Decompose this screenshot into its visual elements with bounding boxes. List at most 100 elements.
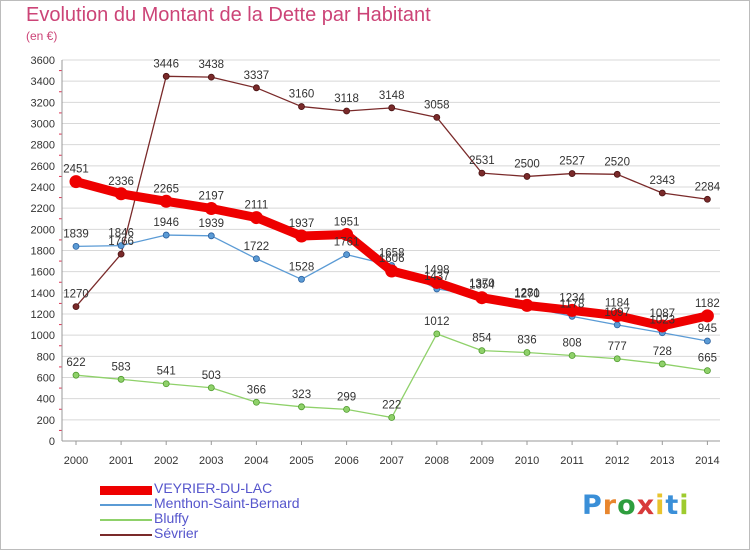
logo-letter: i [655,490,666,521]
data-label: 1012 [424,316,450,328]
data-point [72,303,80,310]
data-label: 1722 [244,241,270,253]
data-label: 1951 [334,217,360,229]
data-point [252,255,260,263]
data-label: 1937 [289,218,315,230]
data-label: 3058 [424,99,450,111]
data-point [433,330,441,338]
data-point [523,349,531,356]
x-tick-label: 2008 [425,455,449,467]
data-label: 854 [472,333,492,345]
logo-letter: r [602,490,618,521]
data-point [69,175,83,189]
y-tick-label: 1800 [31,246,55,258]
data-label: 3446 [153,58,179,70]
x-tick-label: 2014 [695,455,719,467]
data-point [613,355,621,363]
data-label: 1939 [199,218,225,230]
legend-item: VEYRIER-DU-LAC [100,481,420,497]
legend-item: Menthon-Saint-Bernard [100,495,420,512]
data-label: 2197 [199,190,225,202]
data-label: 1281 [514,287,540,299]
x-tick-label: 2007 [379,455,403,467]
data-label: 2284 [695,181,721,193]
data-label: 2336 [108,176,134,188]
data-label: 1839 [63,228,89,240]
data-label: 1437 [424,271,450,283]
data-label: 1023 [650,315,676,327]
x-tick-label: 2000 [64,455,88,467]
data-label: 3438 [199,59,225,71]
legend-swatch [100,519,152,521]
y-tick-label: 3000 [31,119,55,131]
data-label: 3148 [379,90,405,102]
x-tick-label: 2002 [154,455,178,467]
data-point [114,187,128,201]
legend-label: Menthon-Saint-Bernard [154,495,300,511]
x-tick-label: 2006 [334,455,358,467]
y-tick-label: 1600 [31,267,55,279]
data-point [565,303,579,317]
chart-subtitle: (en €) [26,29,58,43]
data-label: 1498 [424,264,450,276]
data-point [252,398,260,406]
y-tick-label: 400 [37,394,55,406]
y-tick-label: 1000 [31,330,55,342]
data-point [478,347,486,355]
legend-swatch [100,504,152,506]
data-label: 3160 [289,89,315,101]
data-label: 2451 [63,164,89,176]
data-point [204,201,218,215]
data-label: 2527 [559,156,585,168]
data-label: 777 [608,341,627,353]
data-point [704,337,711,345]
data-point [700,309,714,323]
data-label: 1234 [559,292,585,304]
x-tick-label: 2011 [560,455,584,467]
data-label: 1658 [379,248,405,260]
data-label: 1354 [469,280,495,292]
data-point [343,405,351,413]
x-tick-label: 2001 [109,455,133,467]
data-point [249,211,263,225]
data-point [704,195,711,203]
data-label: 1761 [334,237,360,249]
logo-letter: i [679,490,690,521]
data-point [568,170,576,177]
data-point [610,309,624,323]
x-tick-label: 2012 [605,455,629,467]
data-point [252,84,260,92]
data-point [295,229,308,243]
logo-letter: t [665,490,680,521]
data-label: 1182 [695,298,720,310]
legend-swatch [100,485,152,495]
data-label: 728 [653,346,672,358]
data-point [658,189,666,197]
data-point [298,275,305,283]
data-point [343,251,351,259]
data-point [388,414,396,421]
data-point [613,321,621,329]
x-tick-label: 2010 [515,455,539,467]
data-label: 1270 [514,289,540,301]
data-point [117,250,125,258]
data-label: 366 [247,384,266,396]
data-label: 2531 [469,155,495,167]
data-point [478,169,486,177]
y-tick-label: 200 [37,415,55,427]
logo-letter: x [636,490,656,521]
data-label: 222 [382,400,401,412]
data-label: 2500 [514,158,540,170]
data-label: 622 [66,357,85,369]
y-tick-label: 2600 [31,161,55,173]
data-label: 2520 [604,156,630,168]
data-point [523,173,531,180]
data-label: 1946 [153,217,179,229]
legend-item: Bluffy [100,511,420,527]
data-label: 1846 [108,228,134,240]
data-label: 1178 [560,298,585,310]
legend: VEYRIER-DU-LAC Menthon-Saint-Bernard Bluff… [100,481,420,542]
y-tick-label: 1200 [31,309,55,321]
